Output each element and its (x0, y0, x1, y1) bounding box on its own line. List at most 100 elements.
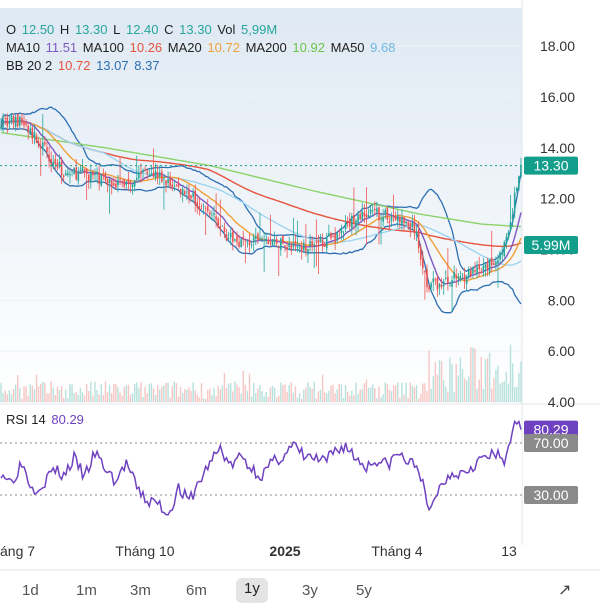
volume-bar (65, 389, 67, 402)
candle-body (85, 168, 88, 175)
volume-bar (294, 386, 297, 402)
timeframe-6m[interactable]: 6m (186, 582, 207, 599)
timeframe-3y[interactable]: 3y (302, 582, 318, 599)
candle-body (405, 221, 407, 224)
volume-bar (179, 387, 182, 402)
volume-bar (499, 383, 501, 402)
candle-body (303, 242, 305, 250)
candle-body (488, 258, 491, 273)
bb-middle-value: 13.07 (96, 58, 129, 73)
candle-body (186, 191, 188, 193)
candle-body (215, 216, 217, 220)
candle-body (102, 174, 105, 177)
volume-bar (232, 391, 234, 402)
volume-bar (355, 382, 357, 402)
rsi-value: 80.29 (51, 412, 84, 427)
volume-bar (17, 374, 19, 402)
candle-body (257, 233, 259, 240)
volume-bar (269, 387, 272, 402)
volume-bar (411, 385, 414, 402)
volume-bar (173, 381, 176, 402)
candle-body (409, 223, 412, 230)
candle-body (277, 247, 280, 248)
candle-body (470, 269, 472, 277)
volume-bar (432, 376, 434, 402)
volume-bar (491, 388, 493, 402)
candle-body (309, 240, 311, 247)
rsi-line (0, 419, 522, 516)
volume-bar (359, 389, 361, 402)
candle-body (190, 195, 192, 199)
volume-bar (263, 396, 265, 402)
volume-bar (493, 377, 495, 402)
candle-body (29, 128, 32, 135)
candle-body (434, 279, 437, 281)
volume-bar (4, 390, 6, 402)
timeframe-1m[interactable]: 1m (76, 582, 97, 599)
candle-body (403, 217, 405, 224)
candle-body (167, 178, 169, 183)
volume-bar (474, 348, 476, 402)
candle-body (430, 283, 432, 288)
timeframe-1d[interactable]: 1d (22, 582, 39, 599)
rsi-label: RSI 14 (6, 412, 46, 427)
candle-body (348, 218, 351, 227)
volume-bar (399, 397, 401, 402)
timeframe-1y[interactable]: 1y (236, 578, 268, 603)
volume-bar (365, 379, 368, 402)
candle-body (280, 238, 282, 250)
candle-body (384, 209, 387, 215)
candle-body (478, 264, 480, 270)
candle-body (449, 285, 451, 287)
volume-bar (440, 361, 443, 402)
candle-body (501, 253, 503, 255)
volume-bar (88, 391, 90, 402)
candle-body (394, 216, 397, 220)
candle-body (371, 210, 374, 212)
timeframe-5y[interactable]: 5y (356, 582, 372, 599)
volume-bar (133, 383, 136, 402)
volume-badge-background (524, 236, 578, 254)
volume-bar (451, 364, 453, 402)
candle-body (511, 214, 514, 220)
candle-body (499, 252, 501, 260)
ma-legend: MA10 11.51 MA100 10.26 MA20 10.72 MA200 … (6, 40, 397, 55)
candle-body (503, 242, 506, 257)
candle-body (457, 276, 460, 279)
volume-bar (323, 392, 326, 402)
candle-body (254, 236, 257, 239)
expand-icon[interactable]: ↗ (558, 582, 572, 599)
volume-bar (21, 398, 23, 402)
volume-bar (363, 383, 366, 402)
candle-body (79, 169, 82, 172)
candle-body (444, 277, 447, 279)
candle-body (447, 276, 449, 283)
volume-bar (453, 392, 455, 402)
volume-bar (415, 385, 418, 402)
volume-bar (328, 390, 330, 402)
volume-bar (198, 397, 201, 402)
candle-body (396, 215, 399, 222)
volume-bar (117, 387, 119, 402)
candle-body (275, 239, 278, 244)
volume-bar (309, 386, 311, 402)
volume-bar (211, 395, 213, 402)
volume-bar (315, 398, 318, 402)
volume-bar (275, 397, 278, 402)
candle-body (497, 260, 499, 264)
volume-bar (230, 383, 232, 402)
candle-body (58, 161, 61, 167)
candle-body (158, 172, 161, 177)
candle-body (311, 241, 313, 247)
volume-bar (459, 357, 462, 402)
volume-bar (154, 395, 157, 402)
candle-body (378, 207, 380, 221)
volume-bar (386, 384, 389, 402)
candle-body (2, 119, 4, 128)
volume-bar (127, 384, 130, 402)
candle-body (269, 242, 272, 244)
timeframe-3m[interactable]: 3m (130, 582, 151, 599)
candle-body (221, 225, 224, 227)
low-value: 12.40 (125, 22, 159, 37)
